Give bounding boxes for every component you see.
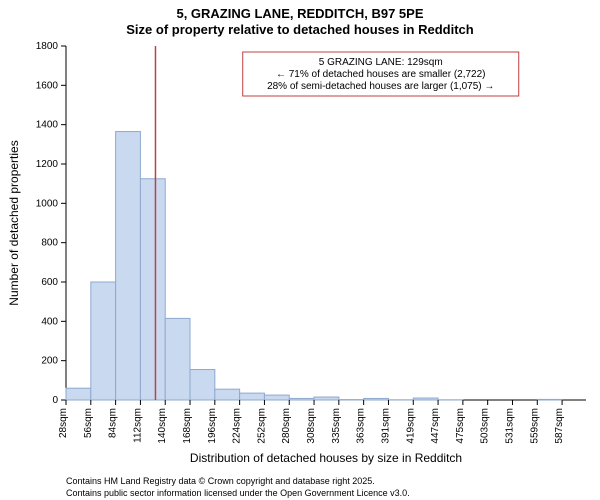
x-tick-label: 531sqm — [504, 408, 515, 444]
x-tick-label: 335sqm — [331, 408, 342, 444]
histogram-bar — [264, 395, 289, 400]
histogram-bar — [240, 393, 265, 400]
annotation-line: 28% of semi-detached houses are larger (… — [267, 81, 494, 92]
x-tick-label: 503sqm — [480, 408, 491, 444]
y-tick-label: 1800 — [36, 41, 59, 52]
x-tick-label: 419sqm — [405, 408, 416, 444]
x-tick-label: 587sqm — [554, 408, 565, 444]
x-tick-label: 168sqm — [182, 408, 193, 444]
histogram-bar — [165, 318, 190, 400]
y-tick-label: 1200 — [36, 159, 59, 170]
x-axis-label: Distribution of detached houses by size … — [190, 451, 462, 465]
y-tick-label: 1400 — [36, 120, 59, 131]
y-axis-label: Number of detached properties — [7, 140, 21, 305]
annotation-line: 5 GRAZING LANE: 129sqm — [319, 57, 443, 68]
y-tick-label: 800 — [41, 238, 58, 249]
chart-title-line1: 5, GRAZING LANE, REDDITCH, B97 5PE — [176, 6, 423, 21]
y-tick-label: 400 — [41, 316, 58, 327]
footer-line1: Contains HM Land Registry data © Crown c… — [66, 476, 375, 486]
histogram-bar — [91, 282, 116, 400]
histogram-bar — [413, 398, 438, 400]
x-tick-label: 140sqm — [157, 408, 168, 444]
chart-title-line2: Size of property relative to detached ho… — [126, 22, 474, 37]
x-tick-label: 84sqm — [108, 408, 119, 438]
histogram-bar — [364, 398, 389, 400]
x-tick-label: 196sqm — [207, 408, 218, 444]
y-tick-label: 200 — [41, 356, 58, 367]
footer-line2: Contains public sector information licen… — [66, 488, 410, 498]
x-tick-label: 224sqm — [232, 408, 243, 444]
x-tick-label: 112sqm — [132, 408, 143, 443]
x-tick-label: 447sqm — [430, 408, 441, 444]
histogram-bar — [116, 132, 141, 400]
x-tick-label: 28sqm — [58, 408, 69, 438]
histogram-bar — [190, 370, 215, 400]
chart-container: 5, GRAZING LANE, REDDITCH, B97 5PESize o… — [0, 0, 600, 500]
histogram-bar — [215, 389, 240, 400]
annotation-line: ← 71% of detached houses are smaller (2,… — [276, 69, 486, 80]
histogram-bar — [537, 399, 562, 400]
x-tick-label: 475sqm — [455, 408, 466, 444]
y-tick-label: 600 — [41, 277, 58, 288]
y-tick-label: 0 — [52, 395, 58, 406]
x-tick-label: 391sqm — [380, 408, 391, 444]
x-tick-label: 56sqm — [83, 408, 94, 438]
histogram-bar — [140, 179, 165, 400]
histogram-bar — [289, 398, 314, 400]
y-tick-label: 1000 — [36, 198, 59, 209]
histogram-chart: 5, GRAZING LANE, REDDITCH, B97 5PESize o… — [0, 0, 600, 500]
x-tick-label: 559sqm — [529, 408, 540, 444]
y-tick-label: 1600 — [36, 80, 59, 91]
histogram-bar — [314, 397, 339, 400]
x-tick-label: 252sqm — [256, 408, 267, 444]
x-tick-label: 280sqm — [281, 408, 292, 444]
histogram-bar — [66, 388, 91, 400]
x-tick-label: 308sqm — [306, 408, 317, 444]
x-tick-label: 363sqm — [356, 408, 367, 444]
